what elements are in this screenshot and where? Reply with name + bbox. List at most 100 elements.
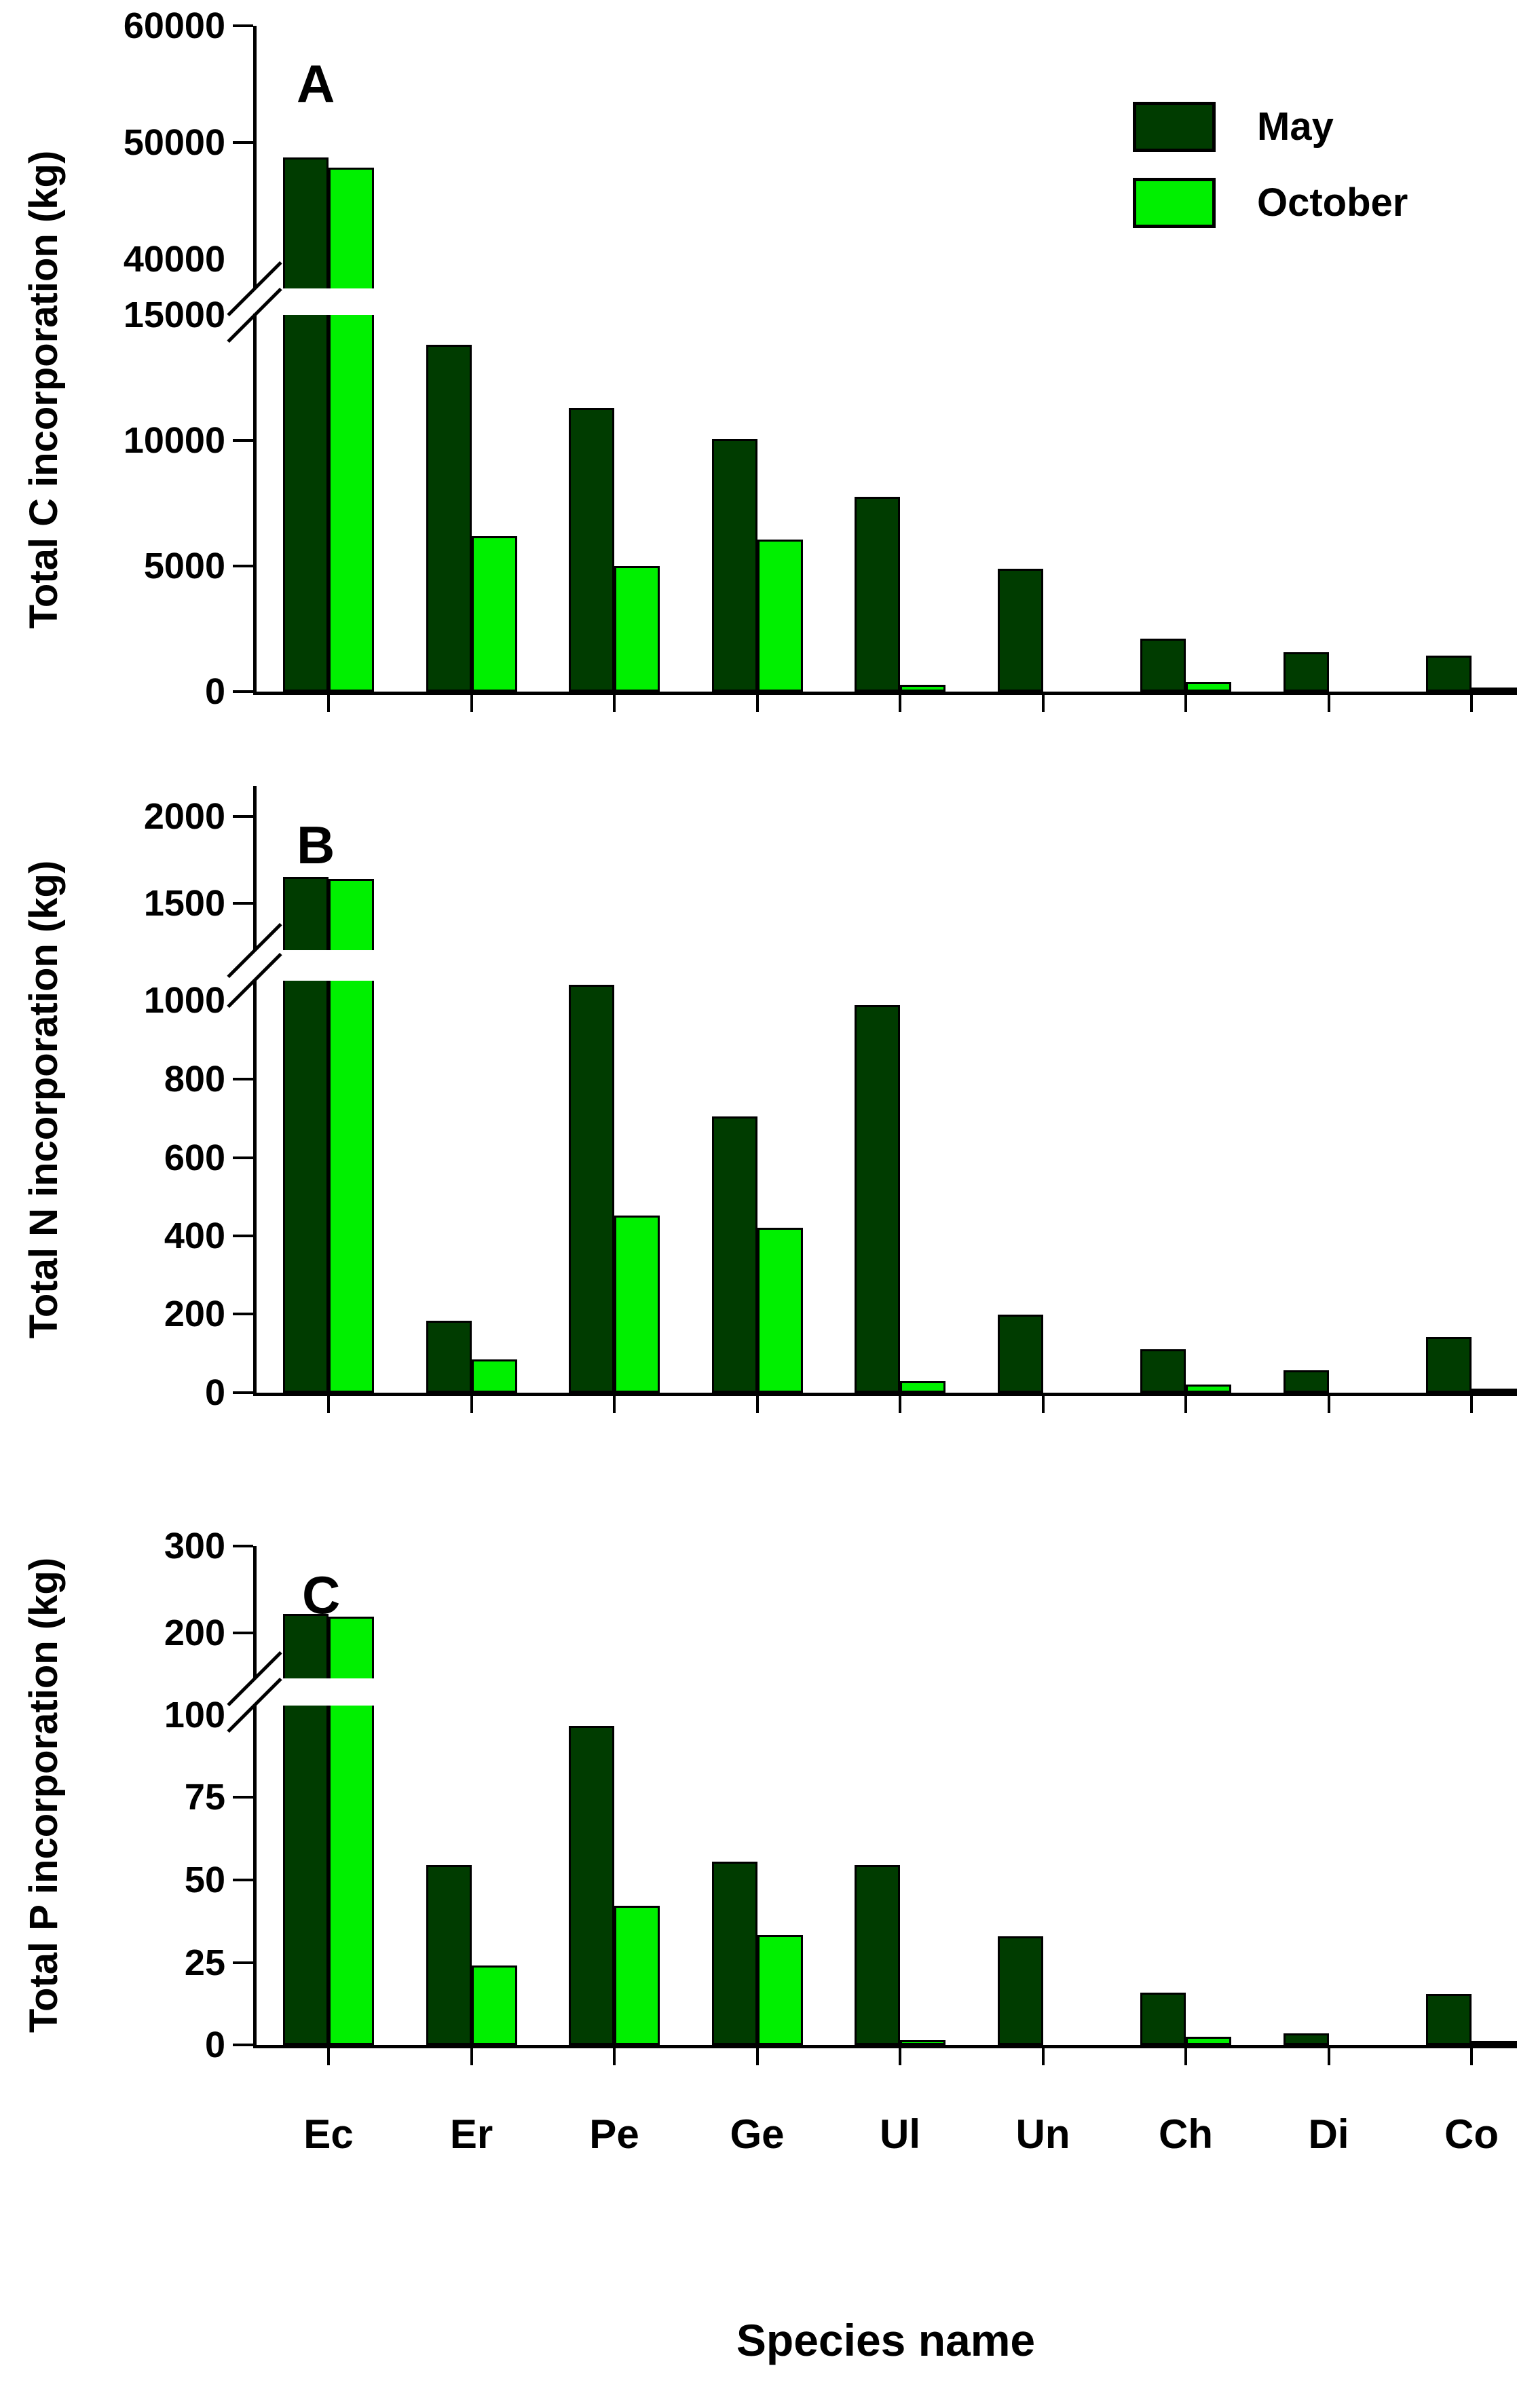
category-label-Er: Er [449,2111,493,2157]
bar-october-Co-panel-A [1472,688,1517,692]
legend-swatch-october [1133,178,1216,228]
bar-october-Co-panel-C [1472,2041,1517,2045]
y-tick-C-25 [233,1961,253,1964]
y-tick-C-200 [233,1632,253,1634]
x-axis-A [253,692,1517,695]
bar-upper-may-Ec-panel-C [283,1613,329,1678]
y-tick-label-C-25: 25 [184,1942,225,1983]
y-tick-C-75 [233,1796,253,1799]
bar-may-Di-panel-B [1283,1370,1329,1393]
category-label-Pe: Pe [589,2111,639,2157]
x-tick-B-Un [1041,1395,1045,1413]
category-label-Ge: Ge [730,2111,785,2157]
panel-label-a: A [297,54,335,113]
x-tick-B-Er [470,1395,473,1413]
y-tick-label-A-60000: 60000 [123,5,225,46]
legend-label-may: May [1257,105,1334,149]
bar-may-Ch-panel-C [1140,1992,1186,2045]
y-tick-label-B-200: 200 [164,1294,225,1334]
y-axis-lower-segment-C [253,1704,257,2045]
y-tick-label-B-2000: 2000 [143,796,225,837]
y-tick-B-2000 [233,815,253,818]
bar-upper-october-Ec-panel-B [329,879,374,950]
y-tick-B-800 [233,1078,253,1080]
y-tick-label-C-100: 100 [164,1695,225,1735]
y-axis-upper-segment-A [253,26,257,288]
x-tick-A-Ec [327,694,330,712]
bar-upper-october-Ec-panel-C [329,1616,374,1678]
category-label-Ec: Ec [303,2111,354,2157]
bar-may-Pe-panel-A [569,407,614,692]
x-tick-A-Ge [755,694,759,712]
bar-may-Ec-panel-C [283,1706,329,2045]
y-tick-label-A-50000: 50000 [123,122,225,163]
bar-october-Ul-panel-A [900,684,945,692]
bar-october-Pe-panel-C [614,1906,660,2045]
y-tick-B-600 [233,1156,253,1159]
x-tick-C-Un [1041,2048,1045,2065]
bar-may-Er-panel-C [426,1865,472,2045]
x-tick-A-Ul [899,694,901,712]
y-tick-A-60000 [233,24,253,27]
bar-october-Ge-panel-B [757,1228,803,1393]
y-tick-label-B-1000: 1000 [143,980,225,1021]
x-tick-B-Ch [1184,1395,1187,1413]
x-axis-title: Species name [736,2315,1036,2365]
x-tick-B-Pe [613,1395,616,1413]
x-tick-C-Ec [327,2048,330,2065]
bar-may-Ul-panel-B [855,1005,900,1393]
y-tick-A-5000 [233,565,253,567]
bar-may-Un-panel-A [997,569,1043,692]
y-tick-label-B-600: 600 [164,1137,225,1178]
bar-october-Ch-panel-A [1186,681,1231,692]
y-tick-label-C-200: 200 [164,1613,225,1653]
bar-october-Ge-panel-C [757,1934,803,2045]
bar-may-Er-panel-B [426,1320,472,1393]
y-tick-B-0 [233,1391,253,1394]
bar-may-Ge-panel-A [711,439,757,692]
bar-october-Ch-panel-C [1186,2036,1231,2045]
bar-october-Pe-panel-B [614,1215,660,1393]
bar-may-Ul-panel-A [855,497,900,692]
legend-label-october: October [1257,181,1408,225]
y-tick-label-C-50: 50 [184,1860,225,1900]
bar-may-Pe-panel-B [569,985,614,1393]
y-axis-upper-segment-B [253,786,257,950]
x-tick-A-Di [1327,694,1330,712]
y-tick-C-300 [233,1545,253,1547]
y-tick-B-400 [233,1235,253,1237]
category-label-Di: Di [1308,2111,1349,2157]
x-axis-B [253,1393,1517,1396]
bar-upper-may-Ec-panel-A [283,157,329,288]
bar-may-Pe-panel-C [569,1726,614,2045]
bar-october-Ec-panel-C [329,1706,374,2045]
y-tick-C-0 [233,2044,253,2046]
y-tick-label-A-0: 0 [204,671,225,712]
y-tick-B-1500 [233,902,253,905]
bar-october-Ec-panel-A [329,315,374,692]
bar-may-Un-panel-B [997,1314,1043,1393]
x-tick-B-Ge [755,1395,759,1413]
x-tick-B-Co [1470,1395,1473,1413]
y-tick-label-C-0: 0 [204,2025,225,2065]
bar-may-Ch-panel-B [1140,1349,1186,1393]
x-tick-C-Ch [1184,2048,1187,2065]
y-tick-A-0 [233,690,253,693]
bar-may-Ge-panel-C [711,1862,757,2045]
bar-may-Ec-panel-A [283,315,329,692]
x-tick-B-Ec [327,1395,330,1413]
x-axis-C [253,2045,1517,2048]
bar-may-Di-panel-A [1283,652,1329,692]
y-tick-C-50 [233,1879,253,1881]
bar-october-Ge-panel-A [757,540,803,692]
bar-may-Er-panel-A [426,345,472,692]
x-tick-A-Er [470,694,473,712]
bar-october-Ul-panel-B [900,1381,945,1393]
category-label-Un: Un [1015,2111,1070,2157]
y-tick-B-200 [233,1313,253,1315]
bar-may-Ul-panel-C [855,1865,900,2045]
bar-october-Er-panel-C [471,1965,517,2045]
bar-october-Ec-panel-B [329,981,374,1393]
y-axis-lower-segment-A [253,314,257,692]
y-tick-A-50000 [233,141,253,144]
